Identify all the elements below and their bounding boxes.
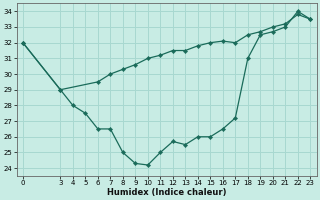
X-axis label: Humidex (Indice chaleur): Humidex (Indice chaleur): [107, 188, 226, 197]
